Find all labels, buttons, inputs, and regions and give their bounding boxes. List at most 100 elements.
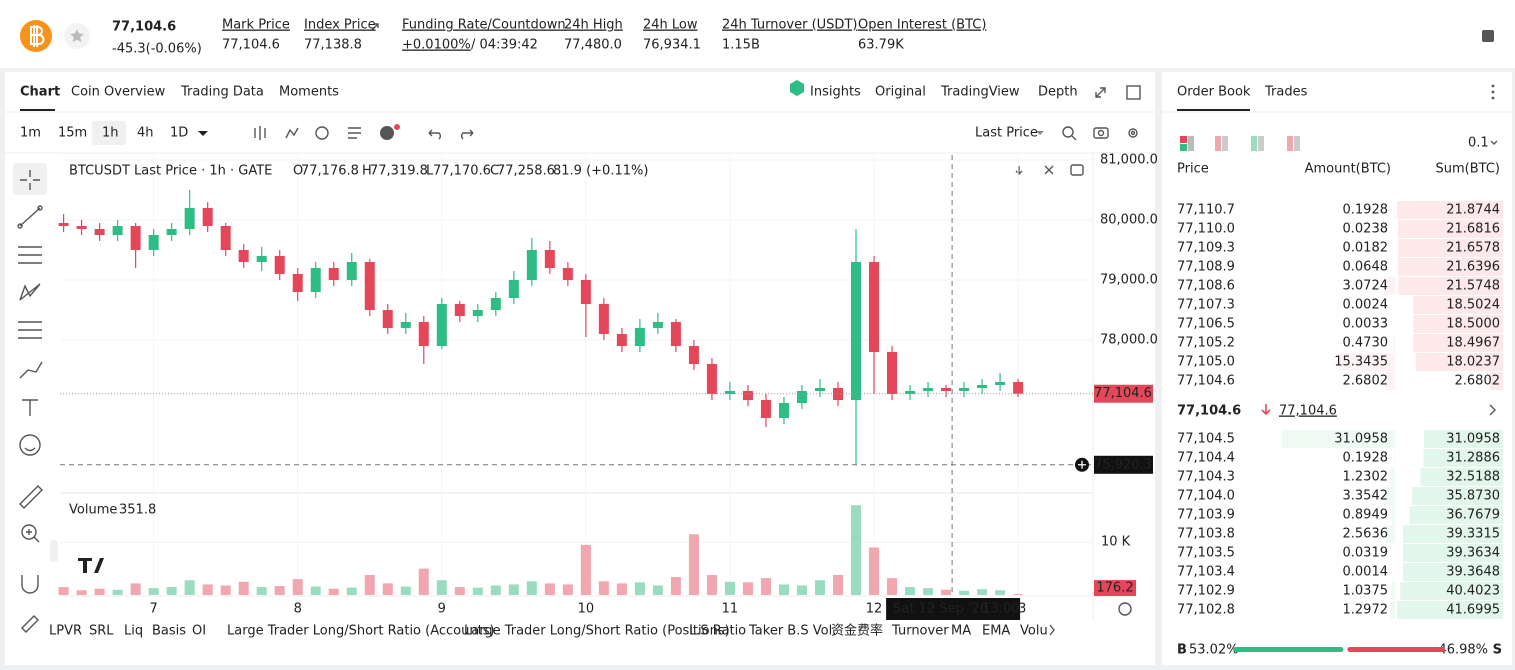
scroll-arrow[interactable] [1049,624,1055,636]
book-price: 77,108.9 [1177,260,1235,275]
candle-body [220,226,231,250]
indicator-tab[interactable]: Turnover [891,624,949,639]
dropdown-caret[interactable] [1036,131,1044,135]
amount-depth-bar [1391,582,1395,600]
candle-body [923,388,934,391]
view-tab[interactable]: Original [875,85,926,100]
view-tab[interactable]: TradingView [940,85,1020,100]
price-source[interactable]: Last Price [975,126,1038,141]
book-price: 77,102.8 [1177,603,1235,618]
stat-label: Index Price [304,18,376,33]
view-tab[interactable]: Insights [810,85,861,100]
ohlc-label: L [426,164,434,179]
interval-button[interactable]: 1h [102,126,119,141]
candle-body [544,250,555,268]
book-price: 77,106.5 [1177,317,1235,332]
indicator-tab[interactable]: Large Trader Long/Short Ratio (Accounts) [227,624,495,639]
y-tick-label: 79,000.0 [1100,273,1158,288]
interval-button[interactable]: 4h [137,126,154,141]
volume-bar [364,574,375,595]
interval-button[interactable]: 1m [20,126,41,141]
candle-body [346,262,357,280]
book-amount: 2.6802 [1343,374,1389,389]
sum-depth-bar [1397,220,1503,238]
candle-body [436,304,447,346]
volume-bar [130,583,141,595]
amount-depth-bar [1383,277,1395,295]
chart-tab[interactable]: Chart [20,85,60,100]
stat-label: Funding Rate/Countdown [402,18,566,33]
book-price: 77,110.0 [1177,222,1235,237]
stat-value: 1.15B [722,38,760,53]
ohlc-change: 81.9 (+0.11%) [553,164,648,179]
book-price: 77,103.5 [1177,546,1235,561]
dropdown-caret[interactable] [1490,140,1498,145]
chart-tab[interactable]: Trading Data [180,85,264,100]
sum-depth-bar [1423,449,1503,467]
candle-body [130,226,141,250]
book-price: 77,104.3 [1177,470,1235,485]
window-icon[interactable] [1126,85,1141,100]
indicator-tab[interactable]: Basis [152,624,186,639]
sum-depth-bar [1420,468,1503,486]
expand-icon[interactable] [1095,87,1106,98]
amount-depth-bar [1385,372,1395,390]
precision[interactable]: 0.1 [1468,136,1489,151]
indicator-tab[interactable]: LPVR [49,624,82,639]
interval-button[interactable]: 15m [58,126,87,141]
chart-tab[interactable]: Moments [279,85,339,100]
candle-body [905,391,916,394]
coin-glyph [30,25,45,47]
book-price: 77,104.6 [1177,374,1235,389]
book-amount: 0.4730 [1343,336,1389,351]
book-price: 77,109.3 [1177,241,1235,256]
sum-depth-bar [1398,277,1503,295]
book-sum: 31.0958 [1446,432,1500,447]
crosshair-date-tag [886,598,1021,620]
chart-tab[interactable]: Coin Overview [71,85,166,100]
ohlc-value: 77,319.8 [370,164,428,179]
chevron[interactable] [1489,404,1496,416]
candle-body [454,304,465,316]
volume-bar [220,585,231,595]
indicator-tab[interactable]: Large Trader Long/Short Ratio (Positions… [464,624,730,639]
candle-body [310,268,321,292]
more-icon[interactable] [1491,84,1495,88]
sum-depth-bar [1403,525,1503,543]
indicator-tab[interactable]: Taker B.S Vol. [748,624,836,639]
interval-button[interactable]: 1D [170,126,188,141]
candle-body [796,391,807,403]
indicator-tab[interactable]: OI [192,624,206,639]
drawing-tools[interactable] [17,170,43,633]
x-tick-label: 9 [438,602,446,617]
book-tab[interactable]: Trades [1264,85,1308,100]
volume-bar [923,588,934,595]
toolbar-icons[interactable] [254,126,1138,176]
candle-body [364,262,375,310]
volume-bar [869,547,880,595]
candle-body [724,391,735,394]
volume-bar [959,590,970,595]
menu-icon[interactable] [1482,30,1494,42]
view-tab[interactable]: Depth [1038,85,1078,100]
indicator-tab[interactable]: SRL [89,624,114,639]
y-tick-label: 81,000.0 [1100,153,1158,168]
indicator-tab[interactable]: Liq [124,624,143,639]
dropdown-caret[interactable] [198,131,208,136]
collapse-handle[interactable] [50,540,58,562]
volume-bar [112,589,123,595]
volume-title: Volume [69,503,117,518]
indicator-button[interactable] [380,126,394,140]
indicator-tab[interactable]: Volu [1020,624,1048,639]
indicator-tab[interactable]: MA [951,624,971,639]
candle-body [598,304,609,334]
settings-icon[interactable] [1118,602,1132,616]
indicator-tab[interactable]: 资金费率 [831,623,883,639]
book-mode-icons[interactable] [1180,136,1300,151]
book-tab[interactable]: Order Book [1177,85,1251,100]
volume-bar [382,583,393,595]
sum-depth-bar [1413,334,1503,352]
indicator-tab[interactable]: L.S Ratio [689,624,746,639]
indicator-tab[interactable]: EMA [982,624,1010,639]
volume-bar [562,584,573,595]
